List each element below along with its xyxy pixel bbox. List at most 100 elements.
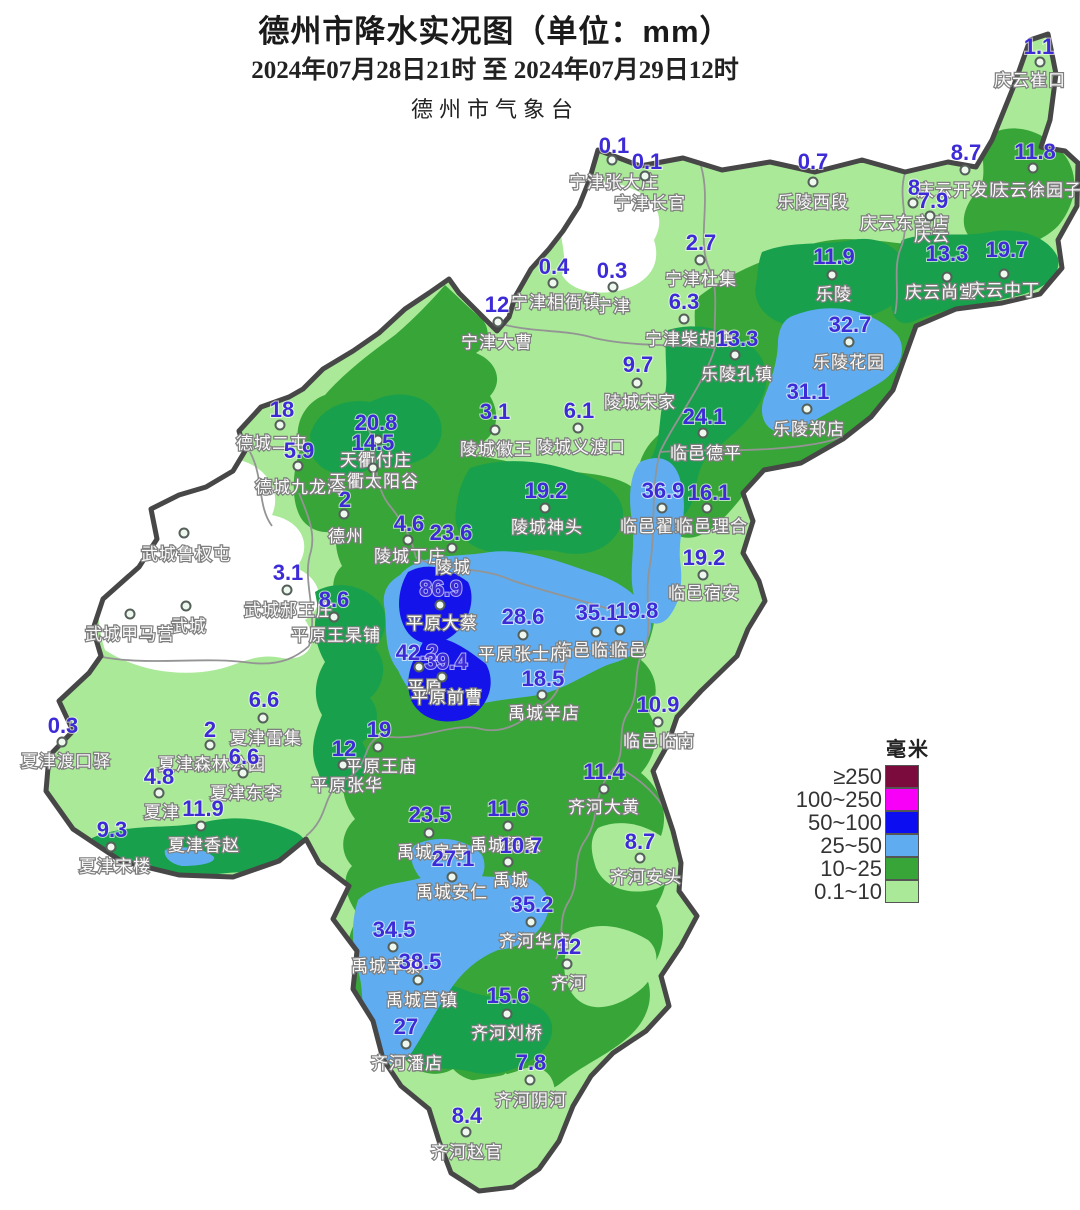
station-宁津相衙镇: 宁津相衙镇 0.4	[510, 253, 601, 313]
station-宁津柴胡店: 宁津柴胡店 6.3	[644, 288, 735, 350]
station-dot	[281, 584, 293, 596]
station-value: 3.1	[480, 399, 511, 424]
station-value: 0.3	[48, 713, 79, 738]
station-临邑: 临邑 19.8	[610, 597, 660, 661]
station-乐陵孔镇: 乐陵孔镇 13.3	[700, 325, 773, 385]
station-dot	[807, 176, 819, 188]
station-value: 6.6	[249, 687, 280, 712]
station-dot	[826, 269, 838, 281]
region-darkblue-qiancao	[408, 638, 491, 722]
station-dot	[656, 502, 668, 514]
station-dot	[492, 316, 504, 328]
station-name-label: 临邑宿安	[668, 584, 740, 603]
station-name-label: 武城甲马营	[85, 625, 175, 644]
station-name-label: 乐陵	[816, 285, 852, 304]
legend-range-label: 100~250	[795, 786, 882, 812]
station-name-label: 临邑翟家	[620, 517, 692, 536]
station-name-label: 齐河华店	[499, 932, 571, 951]
station-dot	[697, 569, 709, 581]
region-deepgreen-xiajin-strip	[91, 818, 307, 879]
station-dot	[907, 197, 919, 209]
station-dot	[105, 841, 117, 853]
station-德城二屯: 德城二屯 18	[235, 396, 308, 454]
station-name-label: 德城二屯	[236, 434, 308, 453]
legend-row: 25~50	[780, 832, 930, 858]
station-dot	[502, 820, 514, 832]
station-name-label: 平原	[407, 678, 443, 697]
legend-title: 毫米	[886, 739, 930, 761]
station-name-label: 齐河大黄	[568, 798, 640, 817]
station-齐河: 齐河 12	[550, 933, 587, 994]
station-name-label: 夏津雷集	[230, 729, 302, 748]
county-border-yucheng-qihe	[555, 645, 647, 960]
station-庆云崔口: 庆云崔口 1.1	[993, 33, 1066, 91]
station-value: 27	[394, 1014, 418, 1039]
station-value: 27.1	[432, 846, 475, 871]
station-name-label: 庆云徐园子	[992, 181, 1080, 200]
station-天衢太阳谷: 天衢太阳谷 14.5	[328, 429, 419, 492]
station-value: 16.1	[688, 480, 731, 505]
station-value: 9.3	[97, 817, 128, 842]
station-dot	[652, 716, 664, 728]
station-dot	[372, 741, 384, 753]
station-dot	[124, 608, 136, 620]
station-value: 0.1	[632, 149, 663, 174]
county-border-ningjin-laoling	[700, 165, 717, 349]
station-齐河华店: 齐河华店 35.2	[498, 891, 571, 952]
station-value: 2	[339, 487, 351, 512]
legend-row: 0.1~10	[780, 879, 930, 904]
station-dot	[446, 542, 458, 554]
legend-range-label: 10~25	[820, 855, 882, 881]
station-德城九龙湾: 德城九龙湾 5.9	[254, 437, 345, 498]
station-value: 8.4	[452, 1103, 483, 1128]
station-庆云开发区: 庆云开发区 8.7	[916, 139, 1007, 201]
station-dot	[195, 820, 207, 832]
station-dot	[423, 827, 435, 839]
city-outline	[43, 31, 1080, 1194]
station-name-label: 庆云开发区	[917, 181, 1007, 200]
station-乐陵西段: 乐陵西段 0.7	[776, 148, 849, 213]
station-dot	[959, 164, 971, 176]
county-border-laoling-qingyun	[894, 172, 906, 315]
station-name-label: 天衢太阳谷	[329, 471, 419, 491]
station-name-label: 禹城安仁	[416, 883, 488, 902]
station-庆云徐园子: 庆云徐园子 11.8	[991, 138, 1080, 201]
station-禹城辛店: 禹城辛店 18.5	[507, 665, 580, 724]
station-name-label: 临邑理合	[676, 517, 748, 536]
station-value: 19	[367, 717, 391, 742]
station-value: 20.8	[355, 410, 398, 435]
region-deepgreen-tianqu	[310, 394, 442, 475]
station-name-label: 齐河赵官	[431, 1143, 503, 1162]
station-value: 42.2	[396, 640, 439, 665]
station-value: 3.1	[273, 560, 304, 585]
station-平原王庙: 平原王庙 19	[344, 716, 417, 777]
station-name-label: 临邑临盘	[555, 641, 627, 660]
station-dot	[328, 611, 340, 623]
station-name-label: 宁津长官	[614, 194, 686, 213]
station-dot	[436, 671, 448, 683]
station-name-label: 乐陵西段	[777, 193, 849, 212]
station-dot	[402, 534, 414, 546]
legend-range-label: 25~50	[820, 832, 882, 858]
station-dot	[367, 462, 379, 474]
region-blue-zhaijia	[630, 458, 684, 624]
county-border-wucheng-xiajin	[101, 492, 314, 665]
station-dot	[843, 336, 855, 348]
station-dot	[606, 154, 618, 166]
station-dot	[153, 787, 165, 799]
station-临邑翟家: 临邑翟家 36.9	[619, 477, 692, 537]
station-陵城: 陵城 23.6	[429, 519, 474, 578]
region-blue-xiangzhao-sliver	[164, 847, 215, 866]
station-乐陵郑店: 乐陵郑店 31.1	[772, 378, 845, 440]
station-夏津宋楼: 夏津宋楼 9.3	[78, 816, 151, 877]
station-武城甲马营: 武城甲马营	[84, 608, 175, 645]
station-dot	[547, 277, 559, 289]
station-dot	[524, 1074, 536, 1086]
station-value: 7.8	[516, 1050, 547, 1075]
station-dot	[539, 502, 551, 514]
station-dot	[502, 856, 514, 868]
station-value: 11.4	[583, 759, 625, 784]
region-deepgreen-wanggaopu	[313, 585, 386, 792]
station-name-label: 乐陵郑店	[773, 420, 845, 439]
